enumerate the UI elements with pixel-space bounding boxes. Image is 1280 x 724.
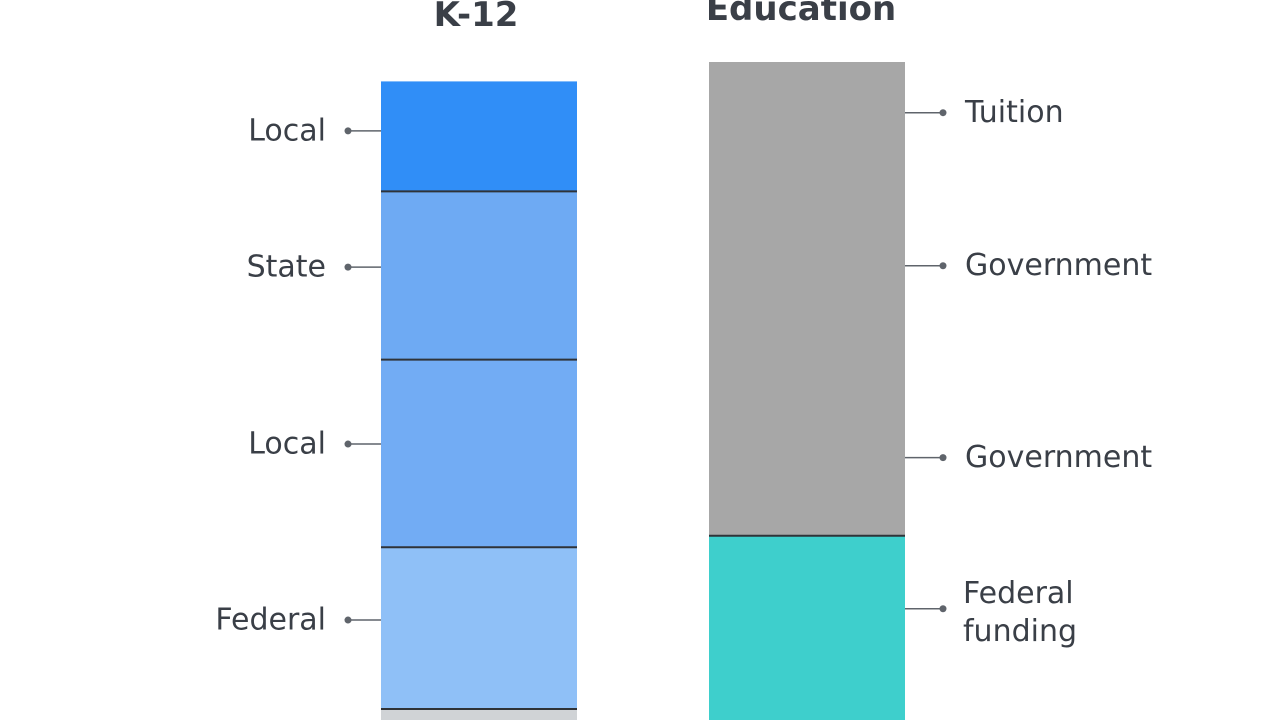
k12-baseline-strip: [381, 709, 577, 720]
education-label-federal-funding: Federal funding: [963, 576, 1077, 649]
education-label-dot: [939, 262, 947, 270]
k12-segment-local-3: [381, 81, 577, 192]
education-label-government-2: Government: [965, 248, 1152, 283]
k12-segment-federal-0: [381, 547, 577, 709]
k12-label-dot: [344, 616, 352, 624]
k12-column-title: K-12: [433, 0, 519, 35]
education-label-tuition: Tuition: [964, 95, 1064, 130]
education-label-dot: [939, 605, 947, 613]
education-label-dot: [939, 109, 947, 117]
k12-label-dot: [344, 440, 352, 448]
k12-label-dot: [344, 127, 352, 135]
k12-segment-label: State: [247, 250, 326, 285]
k12-segment-local-1: [381, 359, 577, 548]
education-segment-federal-funding: [709, 535, 905, 720]
education-label-dot: [939, 454, 947, 462]
k12-label-dot: [344, 263, 352, 271]
k12-segment-label: Local: [248, 113, 326, 148]
education-column-title: Education: [705, 0, 897, 29]
k12-segment-state-2: [381, 191, 577, 360]
education-label-government: Government: [965, 440, 1152, 475]
education-segment-government: [709, 62, 905, 536]
k12-segment-label: Federal: [215, 603, 326, 638]
k12-segment-label: Local: [248, 427, 326, 462]
